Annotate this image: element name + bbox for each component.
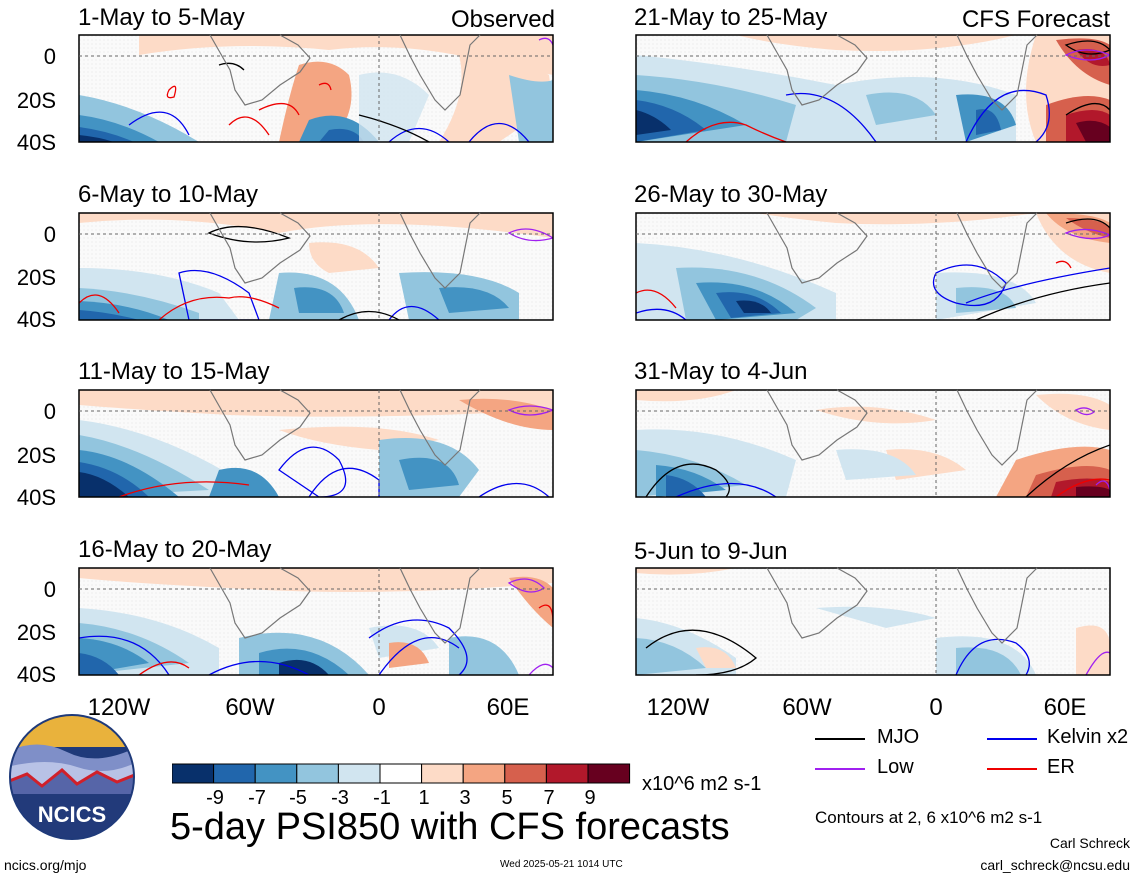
colorbar-cell (379, 763, 423, 784)
colorbar-tick-7: 3 (459, 787, 471, 809)
colorbar-cell (337, 763, 381, 784)
map-panel-6 (636, 213, 1110, 320)
colorbar-tick-5: -1 (373, 787, 391, 809)
equator-gridlines (79, 35, 1110, 675)
colorbar-cell (587, 763, 631, 784)
x-tick-0-left: 0 (372, 694, 386, 721)
y-tick-0-p3: 0 (43, 399, 56, 424)
map-panel-8 (636, 568, 1110, 675)
observed-label: Observed (450, 6, 555, 33)
colorbar-cell (462, 763, 506, 784)
x-tick-60w-right: 60W (782, 694, 832, 721)
colorbar-cell (296, 763, 339, 784)
panel-title-6: 26-May to 30-May (634, 181, 828, 208)
y-tick-20s-p4: 20S (16, 620, 56, 645)
colorbar-tick-1: -9 (206, 787, 224, 809)
legend-label-mjo: MJO (877, 726, 920, 748)
colorbar-tick-4: -3 (331, 787, 349, 809)
y-tick-20s-p2: 20S (16, 265, 56, 290)
map-panel-3 (79, 390, 553, 497)
legend-label-low: Low (877, 756, 914, 778)
legend-line-mjo (815, 738, 865, 740)
y-tick-20s-p1: 20S (16, 88, 56, 113)
footer-email: carl_schreck@ncsu.edu (980, 857, 1130, 873)
colorbar-cell (254, 763, 298, 784)
panel-title-3: 11-May to 15-May (78, 358, 270, 385)
legend-line-er (987, 768, 1037, 770)
legend-line-kelvin (987, 738, 1037, 740)
y-tick-20s-p3: 20S (16, 443, 56, 468)
colorbar-cell (504, 763, 547, 784)
logo-text: NCICS (38, 802, 106, 827)
legend-label-er: ER (1047, 756, 1075, 778)
forecast-label: CFS Forecast (961, 6, 1110, 33)
y-tick-40s-p4: 40S (16, 662, 56, 687)
legend-line-low (815, 768, 865, 770)
colorbar-tick-6: 1 (418, 787, 430, 809)
x-tick-120w-left: 120W (87, 694, 151, 721)
colorbar-cell (172, 763, 215, 784)
y-tick-40s-p3: 40S (16, 485, 56, 510)
x-tick-60w-left: 60W (225, 694, 275, 721)
panel-title-8: 5-Jun to 9-Jun (634, 538, 788, 565)
continent-outlines (209, 34, 1038, 644)
footer-url: ncics.org/mjo (4, 857, 87, 873)
footer-author: Carl Schreck (1049, 835, 1130, 851)
x-tick-120w-right: 120W (646, 694, 710, 721)
map-panel-5 (636, 35, 1110, 142)
panel-title-2: 6-May to 10-May (78, 181, 259, 208)
panel-title-4: 16-May to 20-May (78, 536, 272, 563)
colorbar (172, 763, 631, 784)
y-tick-40s-p1: 40S (16, 130, 56, 155)
panel-title-5: 21-May to 25-May (634, 4, 828, 31)
colorbar-cell (545, 763, 589, 784)
y-tick-0-p1: 0 (43, 44, 56, 69)
colorbar-tick-8: 5 (501, 787, 513, 809)
footer-timestamp: Wed 2025-05-21 1014 UTC (500, 859, 623, 870)
legend-label-kelvin: Kelvin x2 (1047, 726, 1129, 748)
map-panel-2 (79, 213, 553, 320)
y-tick-0-p2: 0 (43, 222, 56, 247)
colorbar-tick-10: 9 (584, 787, 596, 809)
ncics-logo: NCICS (9, 714, 135, 840)
panel-title-7: 31-May to 4-Jun (634, 358, 808, 385)
main-title: 5-day PSI850 with CFS forecasts (170, 806, 730, 848)
y-tick-40s-p2: 40S (16, 307, 56, 332)
panel-frames (78, 34, 1111, 676)
y-tick-0-p4: 0 (43, 577, 56, 602)
map-panels (78, 34, 1111, 676)
contours-note: Contours at 2, 6 x10^6 m2 s-1 (815, 808, 1043, 827)
panel-title-1: 1-May to 5-May (78, 4, 245, 31)
x-tick-60e-right: 60E (1043, 694, 1087, 721)
x-tick-0-right: 0 (929, 694, 943, 721)
colorbar-tick-2: -7 (248, 787, 266, 809)
map-panel-7 (636, 390, 1110, 497)
map-panel-4 (79, 568, 553, 675)
legend: MJO Kelvin x2 Low ER (815, 726, 1135, 786)
colorbar-cell (213, 763, 256, 784)
map-panel-1 (79, 35, 553, 142)
colorbar-cell (421, 763, 464, 784)
colorbar-tick-9: 7 (543, 787, 555, 809)
colorbar-tick-3: -5 (289, 787, 307, 809)
x-tick-60e-left: 60E (486, 694, 530, 721)
colorbar-units: x10^6 m2 s-1 (642, 773, 762, 795)
